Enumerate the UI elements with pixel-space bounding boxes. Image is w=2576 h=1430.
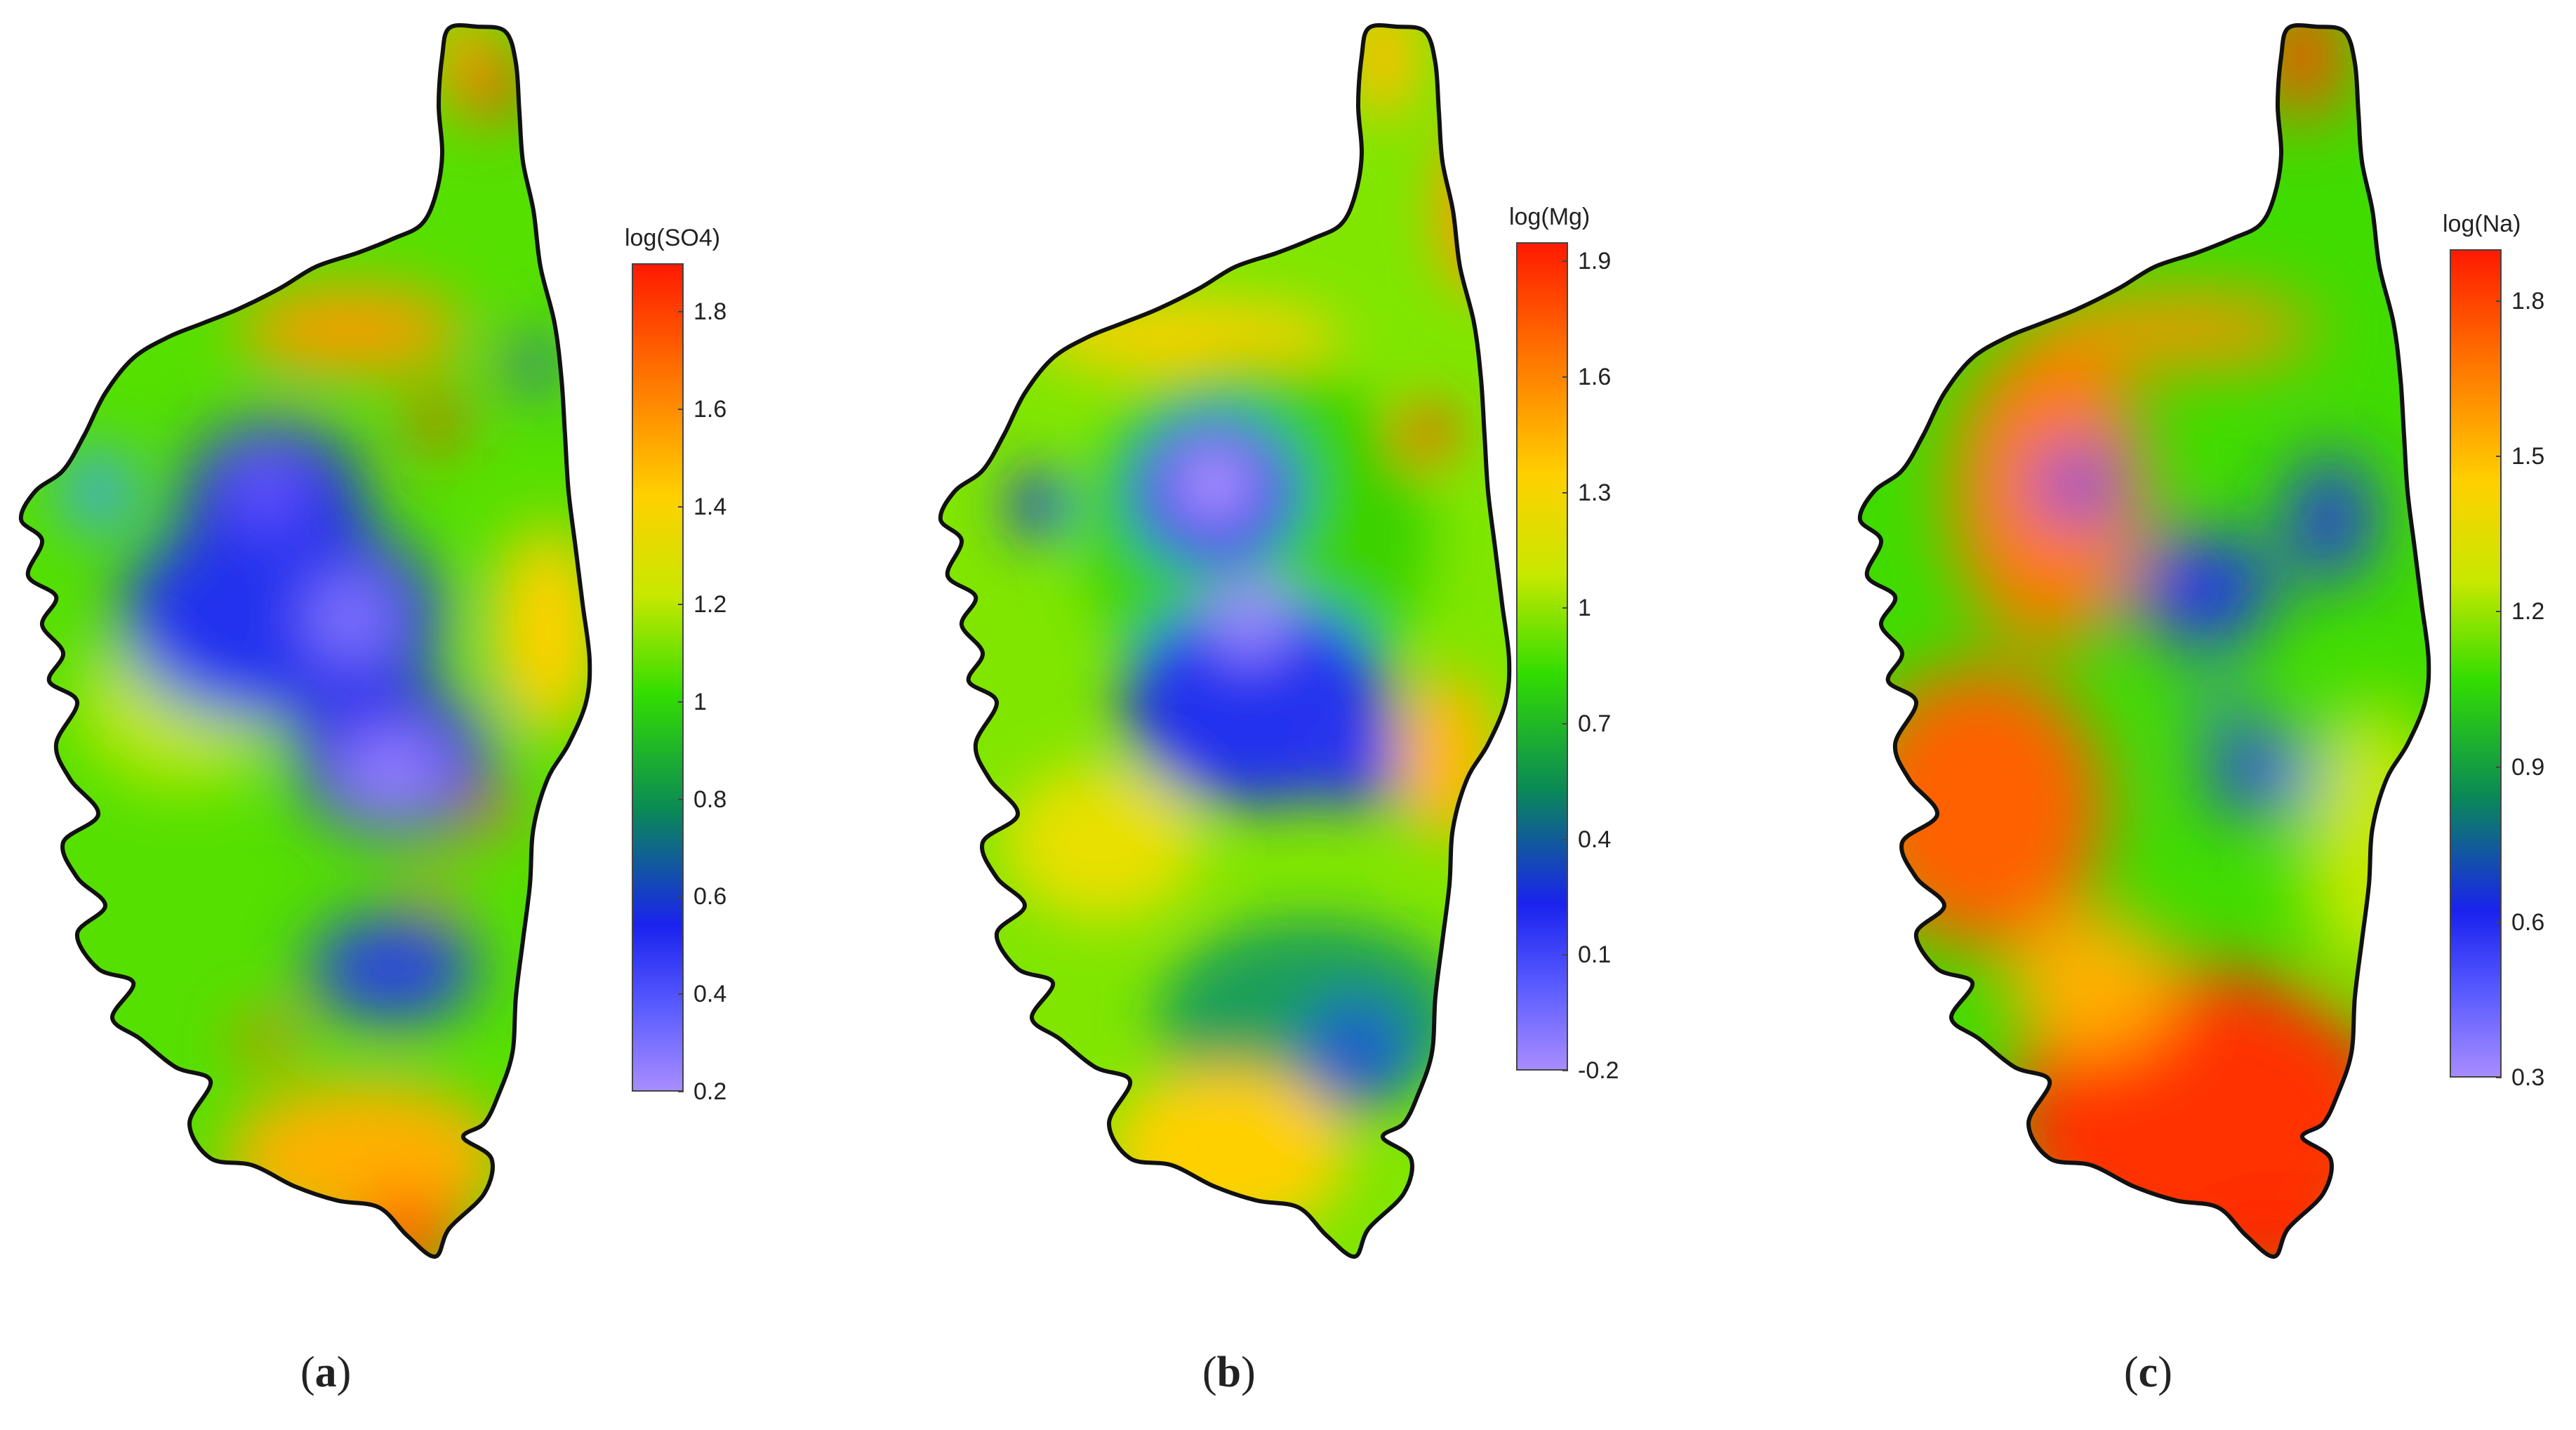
colorbar-tick-mark — [1562, 260, 1568, 263]
colorbar-tick-label: -0.2 — [1578, 1057, 1619, 1084]
colorbar-tick-label: 1.3 — [1578, 479, 1612, 506]
colorbar-tick-mark — [1562, 607, 1568, 609]
panel-c: log(Na) 1.8 1.5 1.2 0.9 0.6 0.3 (c) — [1839, 0, 2576, 1430]
colorbar-tick-label: 1.2 — [693, 590, 727, 618]
caption-c: (c) — [2124, 1349, 2172, 1396]
colorbar-tick-label: 1.9 — [1578, 248, 1612, 275]
colorbar-tick-mark — [2496, 921, 2502, 923]
colorbar-tick-label: 0.9 — [2511, 753, 2545, 781]
panel-b: log(Mg) 1.9 1.6 1.3 1 0.7 0.4 0.1 -0.2 (b) — [919, 0, 1778, 1430]
colorbar-tick-label: 0.6 — [2511, 908, 2545, 936]
colorbar-tick-label: 0.1 — [1578, 941, 1612, 969]
colorbar-tick-mark — [1562, 1070, 1568, 1071]
colorbar-tick-mark — [678, 409, 684, 411]
colorbar-tick-label: 1.8 — [2511, 287, 2545, 315]
colorbar-title: log(Mg) — [1509, 204, 1591, 230]
colorbar-tick-label: 1.4 — [693, 494, 727, 521]
colorbar-tick-label: 0.3 — [2511, 1064, 2545, 1091]
colorbar-tick-mark — [678, 798, 684, 800]
panel-a: log(SO4) 1.8 1.6 1.4 1.2 1 0.8 0.6 0.4 0.2 (a) — [0, 0, 858, 1430]
colorbar-tick-mark — [1562, 954, 1568, 956]
colorbar-tick-label: 0.4 — [1578, 826, 1612, 853]
colorbar-tick-mark — [1562, 376, 1568, 378]
colorbar-tick-mark — [678, 506, 684, 508]
colorbar-tick-label: 1.5 — [2511, 443, 2545, 470]
colorbar-tick-label: 1 — [1578, 595, 1591, 622]
colorbar-tick-mark — [2496, 300, 2502, 302]
colorbar-tick-label: 0.4 — [693, 981, 727, 1008]
colorbar-tick-mark — [678, 311, 684, 313]
colorbar-tick-mark — [678, 1091, 684, 1092]
colorbar-tick-mark — [2496, 766, 2502, 768]
colorbar-tick-label: 1.6 — [693, 396, 727, 423]
corsica-map-so4 — [18, 23, 592, 1259]
colorbar-tick-mark — [2496, 1077, 2502, 1078]
caption-a: (a) — [300, 1349, 352, 1396]
colorbar-na: log(Na) 1.8 1.5 1.2 0.9 0.6 0.3 — [2443, 211, 2576, 1123]
colorbar-tick-mark — [1562, 723, 1568, 725]
colorbar-so4: log(SO4) 1.8 1.6 1.4 1.2 1 0.8 0.6 0.4 0.2 — [625, 225, 772, 1123]
colorbar-tick-mark — [678, 701, 684, 703]
colorbar-tick-label: 0.7 — [1578, 710, 1612, 738]
colorbar-tick-label: 1 — [693, 688, 707, 715]
colorbar-gradient — [2450, 249, 2502, 1078]
colorbar-tick-mark — [1562, 491, 1568, 494]
corsica-map-mg — [938, 23, 1512, 1259]
colorbar-tick-mark — [1562, 838, 1568, 840]
colorbar-tick-mark — [678, 896, 684, 898]
colorbar-title: log(SO4) — [625, 225, 721, 251]
colorbar-tick-label: 0.8 — [693, 786, 727, 813]
colorbar-tick-mark — [678, 993, 684, 995]
caption-b: (b) — [1202, 1349, 1256, 1396]
colorbar-tick-label: 0.6 — [693, 883, 727, 911]
colorbar-mg: log(Mg) 1.9 1.6 1.3 1 0.7 0.4 0.1 -0.2 — [1509, 204, 1657, 1116]
colorbar-tick-mark — [2496, 456, 2502, 457]
colorbar-tick-label: 1.6 — [1578, 364, 1612, 391]
colorbar-tick-label: 0.2 — [693, 1078, 727, 1105]
corsica-map-na — [1857, 23, 2431, 1259]
colorbar-tick-label: 1.8 — [693, 298, 727, 326]
colorbar-tick-mark — [2496, 611, 2502, 613]
colorbar-title: log(Na) — [2443, 211, 2521, 237]
colorbar-tick-mark — [678, 603, 684, 605]
colorbar-tick-label: 1.2 — [2511, 598, 2545, 625]
colorbar-gradient — [632, 263, 684, 1092]
colorbar-gradient — [1516, 242, 1568, 1071]
